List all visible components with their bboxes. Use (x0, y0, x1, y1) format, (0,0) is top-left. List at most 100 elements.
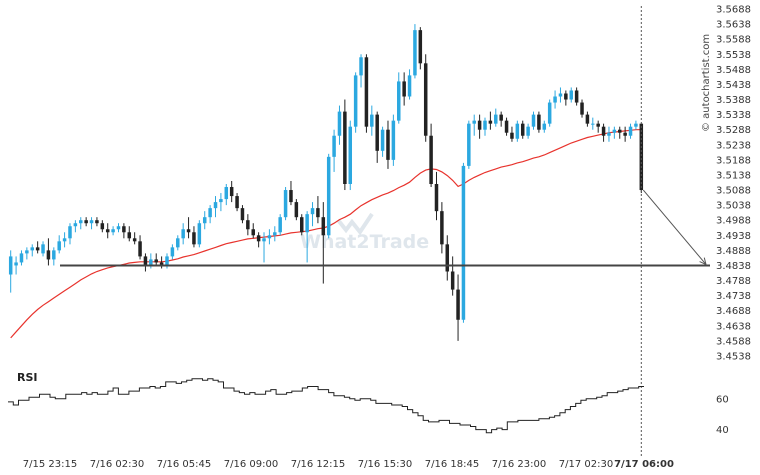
candle (596, 120, 600, 133)
candle-body (332, 135, 336, 157)
candle-body (558, 93, 563, 97)
candle-body (386, 129, 390, 160)
candle-body (294, 202, 299, 218)
candle-body (520, 123, 525, 136)
candle (251, 223, 255, 239)
x-tick-label: 7/16 15:30 (358, 459, 412, 470)
candle (380, 126, 385, 157)
y-tick-label: 3.4638 (716, 321, 751, 332)
candle-body (165, 256, 169, 266)
candle (634, 120, 638, 130)
candle-body (617, 129, 622, 133)
candle-body (197, 223, 202, 245)
candle (316, 196, 320, 224)
candle (186, 217, 191, 239)
candle-body (601, 126, 606, 136)
candle (558, 87, 563, 103)
candle-body (391, 120, 396, 160)
candle (397, 72, 401, 124)
candle (494, 108, 498, 127)
candle-body (397, 81, 401, 121)
candle-body (407, 75, 412, 97)
candle-body (634, 123, 638, 127)
candle (219, 193, 223, 212)
candle-body (116, 226, 121, 230)
candle-body (628, 126, 633, 136)
candle (100, 220, 105, 233)
candle-body (504, 120, 509, 133)
candle (483, 117, 487, 136)
candle (413, 24, 417, 79)
candle-body (580, 102, 584, 115)
candle-body (41, 244, 45, 254)
candle (278, 214, 282, 236)
rsi-panel: 60 40 (8, 378, 729, 436)
candle-body (52, 250, 56, 260)
candle (375, 111, 379, 163)
y-tick-label: 3.4738 (716, 291, 751, 302)
rsi-tick-label: 60 (716, 394, 729, 405)
y-tick-label: 3.4538 (716, 351, 751, 362)
candle-body (472, 120, 476, 124)
x-tick-label: 7/17 06:00 (614, 459, 674, 470)
y-tick-label: 3.4688 (716, 306, 751, 317)
candle-body (375, 114, 379, 151)
candle-body (553, 96, 557, 103)
candle-body (57, 241, 61, 251)
candle (41, 241, 45, 257)
candle (127, 226, 132, 242)
y-tick-label: 3.4588 (716, 336, 751, 347)
x-tick-label: 7/16 18:45 (425, 459, 479, 470)
candle-body (591, 123, 595, 125)
candle (488, 111, 493, 130)
candle-body (159, 262, 164, 266)
y-axis: 3.5688 3.5638 3.5588 3.5538 3.5488 3.5438 3.53… (716, 5, 751, 363)
candle-body (434, 184, 439, 212)
watermark-text: What2Trade (300, 231, 429, 253)
candle-body (262, 238, 266, 242)
candle (510, 126, 514, 142)
candle (585, 111, 590, 127)
candle-body (149, 259, 153, 266)
x-tick-label: 7/16 05:45 (157, 459, 211, 470)
candle (612, 126, 617, 139)
candle (564, 90, 568, 106)
candle-body (402, 81, 406, 97)
candle (8, 250, 13, 293)
candle-body (111, 229, 115, 233)
candle (35, 241, 40, 254)
candle (353, 72, 358, 133)
candle (79, 217, 83, 230)
y-tick-label: 3.5588 (716, 35, 751, 46)
candle (305, 211, 309, 263)
candle (84, 217, 88, 227)
candle-body (138, 241, 142, 257)
candle-body (418, 30, 423, 64)
candle-body (380, 129, 385, 151)
candle-body (267, 235, 272, 239)
candle (499, 111, 503, 127)
candle-body (537, 114, 541, 130)
candle (440, 202, 444, 254)
candle (547, 99, 552, 127)
candle (526, 123, 530, 139)
candle (235, 193, 239, 212)
candle-body (62, 238, 67, 242)
candle (176, 235, 180, 251)
candle (246, 214, 250, 236)
y-tick-label: 3.5338 (716, 110, 751, 121)
candle-body (192, 232, 196, 245)
candle-body (89, 220, 94, 224)
candle-body (278, 217, 282, 233)
candle-body (273, 232, 277, 236)
candle (456, 274, 460, 341)
watermark-logo-icon (336, 212, 374, 236)
candle-body (607, 132, 611, 136)
candle-body (585, 114, 590, 124)
candle (197, 220, 202, 248)
candle-body (499, 114, 503, 121)
candle-body (310, 208, 315, 215)
y-tick-label: 3.4838 (716, 261, 751, 272)
candle-body (127, 232, 132, 239)
